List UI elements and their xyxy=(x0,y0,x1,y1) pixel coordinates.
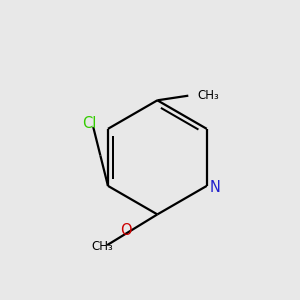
Text: O: O xyxy=(120,223,132,238)
Text: N: N xyxy=(209,180,220,195)
Text: Cl: Cl xyxy=(82,116,97,131)
Text: CH₃: CH₃ xyxy=(197,89,219,102)
Text: CH₃: CH₃ xyxy=(91,241,113,254)
